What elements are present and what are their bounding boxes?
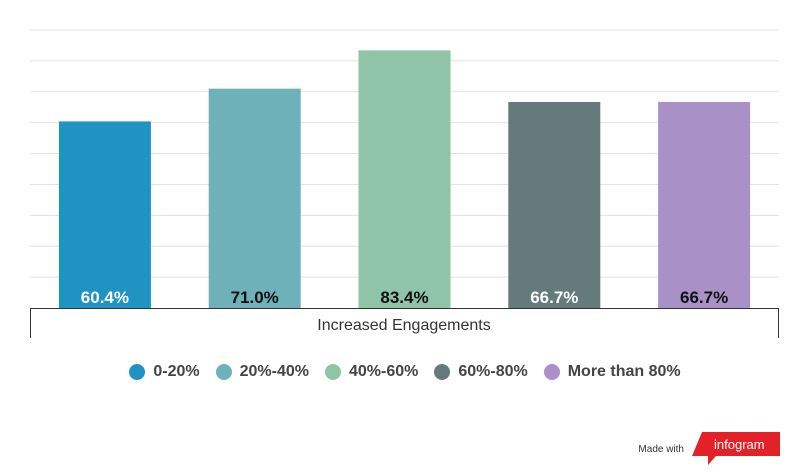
bar-value-label: 71.0% <box>231 288 279 307</box>
bar-value-label: 66.7% <box>530 288 578 307</box>
legend-swatch <box>434 364 451 380</box>
legend-item[interactable]: 20%-40% <box>215 363 309 381</box>
legend-label: 60%-80% <box>458 363 528 380</box>
legend-swatch <box>543 364 560 380</box>
infogram-logo[interactable]: infogram <box>692 432 780 466</box>
x-axis-label: Increased Engagements <box>317 317 490 334</box>
legend: 0-20% 20%-40% 40%-60% 60%-80% More than 80% <box>0 363 810 381</box>
legend-item[interactable]: 60%-80% <box>434 363 528 381</box>
legend-label: More than 80% <box>567 363 681 380</box>
bar-value-label: 83.4% <box>380 288 428 307</box>
bars: 60.4% 71.0% 83.4% 66.7% 66.7% <box>58 50 751 309</box>
made-with-text: Made with <box>638 443 684 455</box>
bar-0-20-[interactable] <box>58 121 151 308</box>
bar-value-label: 66.7% <box>680 288 728 307</box>
legend-item[interactable]: More than 80% <box>543 363 681 381</box>
legend-item[interactable]: 40%-60% <box>324 363 419 381</box>
footer: Made with infogram <box>638 432 780 466</box>
legend-label: 0-20% <box>153 363 200 380</box>
x-axis <box>30 308 779 338</box>
infogram-logo-text: infogram <box>714 437 765 452</box>
legend-swatch <box>129 364 146 380</box>
bar-20-40-[interactable] <box>208 88 301 308</box>
bar-value-label: 60.4% <box>81 288 129 307</box>
bar-more-than-80-[interactable] <box>658 101 751 309</box>
bar-60-80-[interactable] <box>508 101 601 309</box>
legend-swatch <box>215 364 232 380</box>
legend-swatch <box>324 364 341 380</box>
legend-label: 20%-40% <box>239 363 309 380</box>
bar-40-60-[interactable] <box>358 50 451 309</box>
legend-item[interactable]: 0-20% <box>129 363 200 381</box>
legend-label: 40%-60% <box>348 363 419 380</box>
